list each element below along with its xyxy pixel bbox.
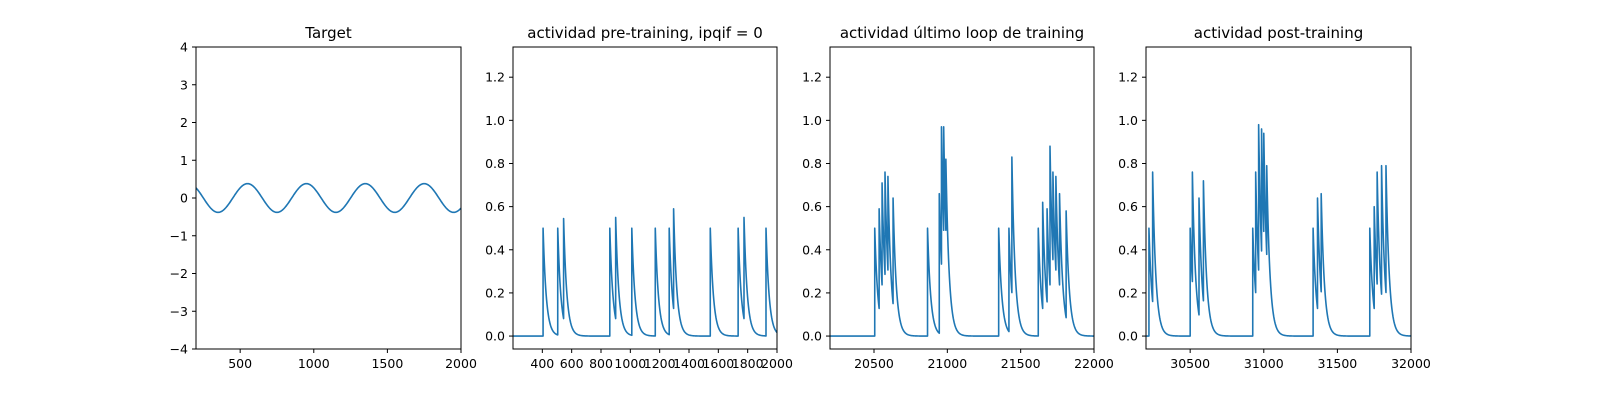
x-tick-label: 32000 [1391, 356, 1431, 371]
y-tick-label: 0.6 [485, 199, 505, 214]
x-tick-label: 1000 [614, 356, 646, 371]
y-tick-label: 0.2 [802, 285, 822, 300]
subplot-title: Target [304, 24, 352, 42]
axis-ticks: 20500 21000 21500 22000 0.0 0.2 0.4 0.6 0.8 1.0 1.… [802, 70, 1114, 371]
y-tick-label: −1 [170, 228, 188, 243]
y-tick-label: 0.8 [485, 156, 505, 171]
x-tick-label: 20500 [854, 356, 894, 371]
y-tick-label: 1.0 [802, 113, 822, 128]
x-tick-label: 31500 [1318, 356, 1358, 371]
x-tick-label: 2000 [445, 356, 477, 371]
y-tick-label: −4 [170, 342, 188, 357]
axes-frame [829, 46, 1095, 350]
x-tick-label: 22000 [1074, 356, 1114, 371]
target-sine-line [195, 182, 462, 214]
subplot-title: actividad pre-training, ipqif = 0 [527, 24, 763, 42]
x-tick-label: 21000 [927, 356, 967, 371]
y-tick-label: 0.0 [802, 329, 822, 344]
activity-line [512, 207, 778, 337]
y-tick-label: 0.6 [1118, 199, 1138, 214]
x-tick-label: 2000 [761, 356, 793, 371]
y-tick-label: −2 [170, 266, 188, 281]
x-tick-label: 1400 [673, 356, 705, 371]
x-tick-label: 31000 [1244, 356, 1284, 371]
y-tick-label: 3 [180, 77, 188, 92]
subplot-post-training: actividad post-training 30500 31000 31500 3… [1118, 24, 1431, 371]
subplot-last-training-loop: actividad último loop de training 20500 2… [802, 24, 1114, 371]
axes-frame [512, 46, 778, 350]
x-tick-label: 1000 [298, 356, 330, 371]
y-tick-label: 0.4 [802, 242, 822, 257]
x-tick-label: 1800 [732, 356, 764, 371]
y-tick-label: 4 [180, 40, 188, 55]
y-tick-label: 1.2 [485, 70, 505, 85]
x-tick-label: 1600 [702, 356, 734, 371]
y-tick-label: 0 [180, 191, 188, 206]
y-tick-label: 1.0 [1118, 113, 1138, 128]
x-tick-label: 800 [589, 356, 613, 371]
x-tick-label: 600 [560, 356, 584, 371]
axis-ticks: 500 1000 1500 2000 −4 −3 −2 −1 0 1 2 3 4 [170, 40, 477, 372]
axis-ticks: 30500 31000 31500 32000 0.0 0.2 0.4 0.6 0.8 1.0 1.… [1118, 70, 1431, 371]
subplot-pre-training: actividad pre-training, ipqif = 0 400 600… [485, 24, 793, 371]
y-tick-label: 0.8 [1118, 156, 1138, 171]
y-tick-label: −3 [170, 304, 188, 319]
activity-line [829, 126, 1095, 337]
subplot-target: Target 500 1000 1500 2000 −4 −3 −2 −1 0 1 2 3 4 [170, 24, 477, 371]
y-tick-label: 1 [180, 153, 188, 168]
axes-frame [1145, 46, 1412, 350]
axes-frame [195, 46, 462, 350]
y-tick-label: 0.0 [485, 329, 505, 344]
subplot-title: actividad post-training [1194, 24, 1363, 42]
x-tick-label: 500 [228, 356, 252, 371]
x-tick-label: 21500 [1001, 356, 1041, 371]
x-tick-label: 1200 [644, 356, 676, 371]
y-tick-label: 0.0 [1118, 329, 1138, 344]
y-tick-label: 1.2 [1118, 70, 1138, 85]
y-tick-label: 0.6 [802, 199, 822, 214]
y-tick-label: 0.4 [1118, 242, 1138, 257]
y-tick-label: 0.2 [1118, 285, 1138, 300]
y-tick-label: 2 [180, 115, 188, 130]
y-tick-label: 0.2 [485, 285, 505, 300]
y-tick-label: 0.4 [485, 242, 505, 257]
y-tick-label: 0.8 [802, 156, 822, 171]
activity-line [1145, 123, 1412, 337]
y-tick-label: 1.2 [802, 70, 822, 85]
x-tick-label: 400 [530, 356, 554, 371]
subplot-title: actividad último loop de training [840, 24, 1084, 42]
x-tick-label: 1500 [371, 356, 403, 371]
x-tick-label: 30500 [1170, 356, 1210, 371]
y-tick-label: 1.0 [485, 113, 505, 128]
